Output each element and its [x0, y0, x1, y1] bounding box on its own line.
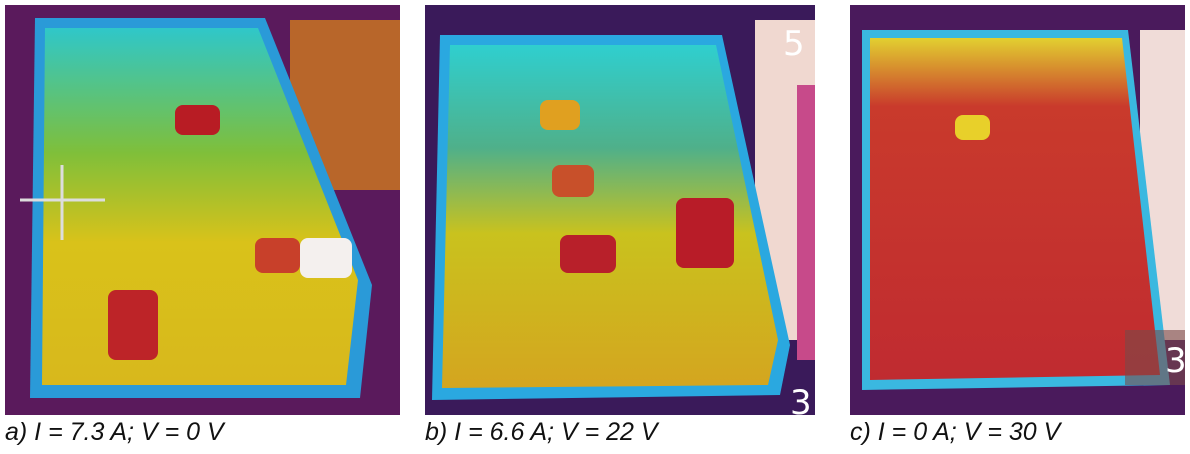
figure: 5 3 3 a) I = 7.3 A; V = 0 V b) I = 6.6 A…: [0, 0, 1190, 454]
caption: c) I = 0 A; V = 30 V: [850, 418, 1060, 447]
overlay-label: 3: [790, 383, 812, 423]
caption: b) I = 6.6 A; V = 22 V: [425, 418, 658, 447]
thermal-image-b: 5 3: [425, 5, 815, 423]
overlay-label: 5: [783, 24, 805, 64]
overlay-label: 3: [1165, 341, 1187, 381]
thermal-images: 5 3 3: [0, 0, 1190, 454]
thermal-image-c: 3: [850, 5, 1187, 415]
thermal-image-a: [5, 5, 400, 415]
caption: a) I = 7.3 A; V = 0 V: [5, 418, 224, 447]
